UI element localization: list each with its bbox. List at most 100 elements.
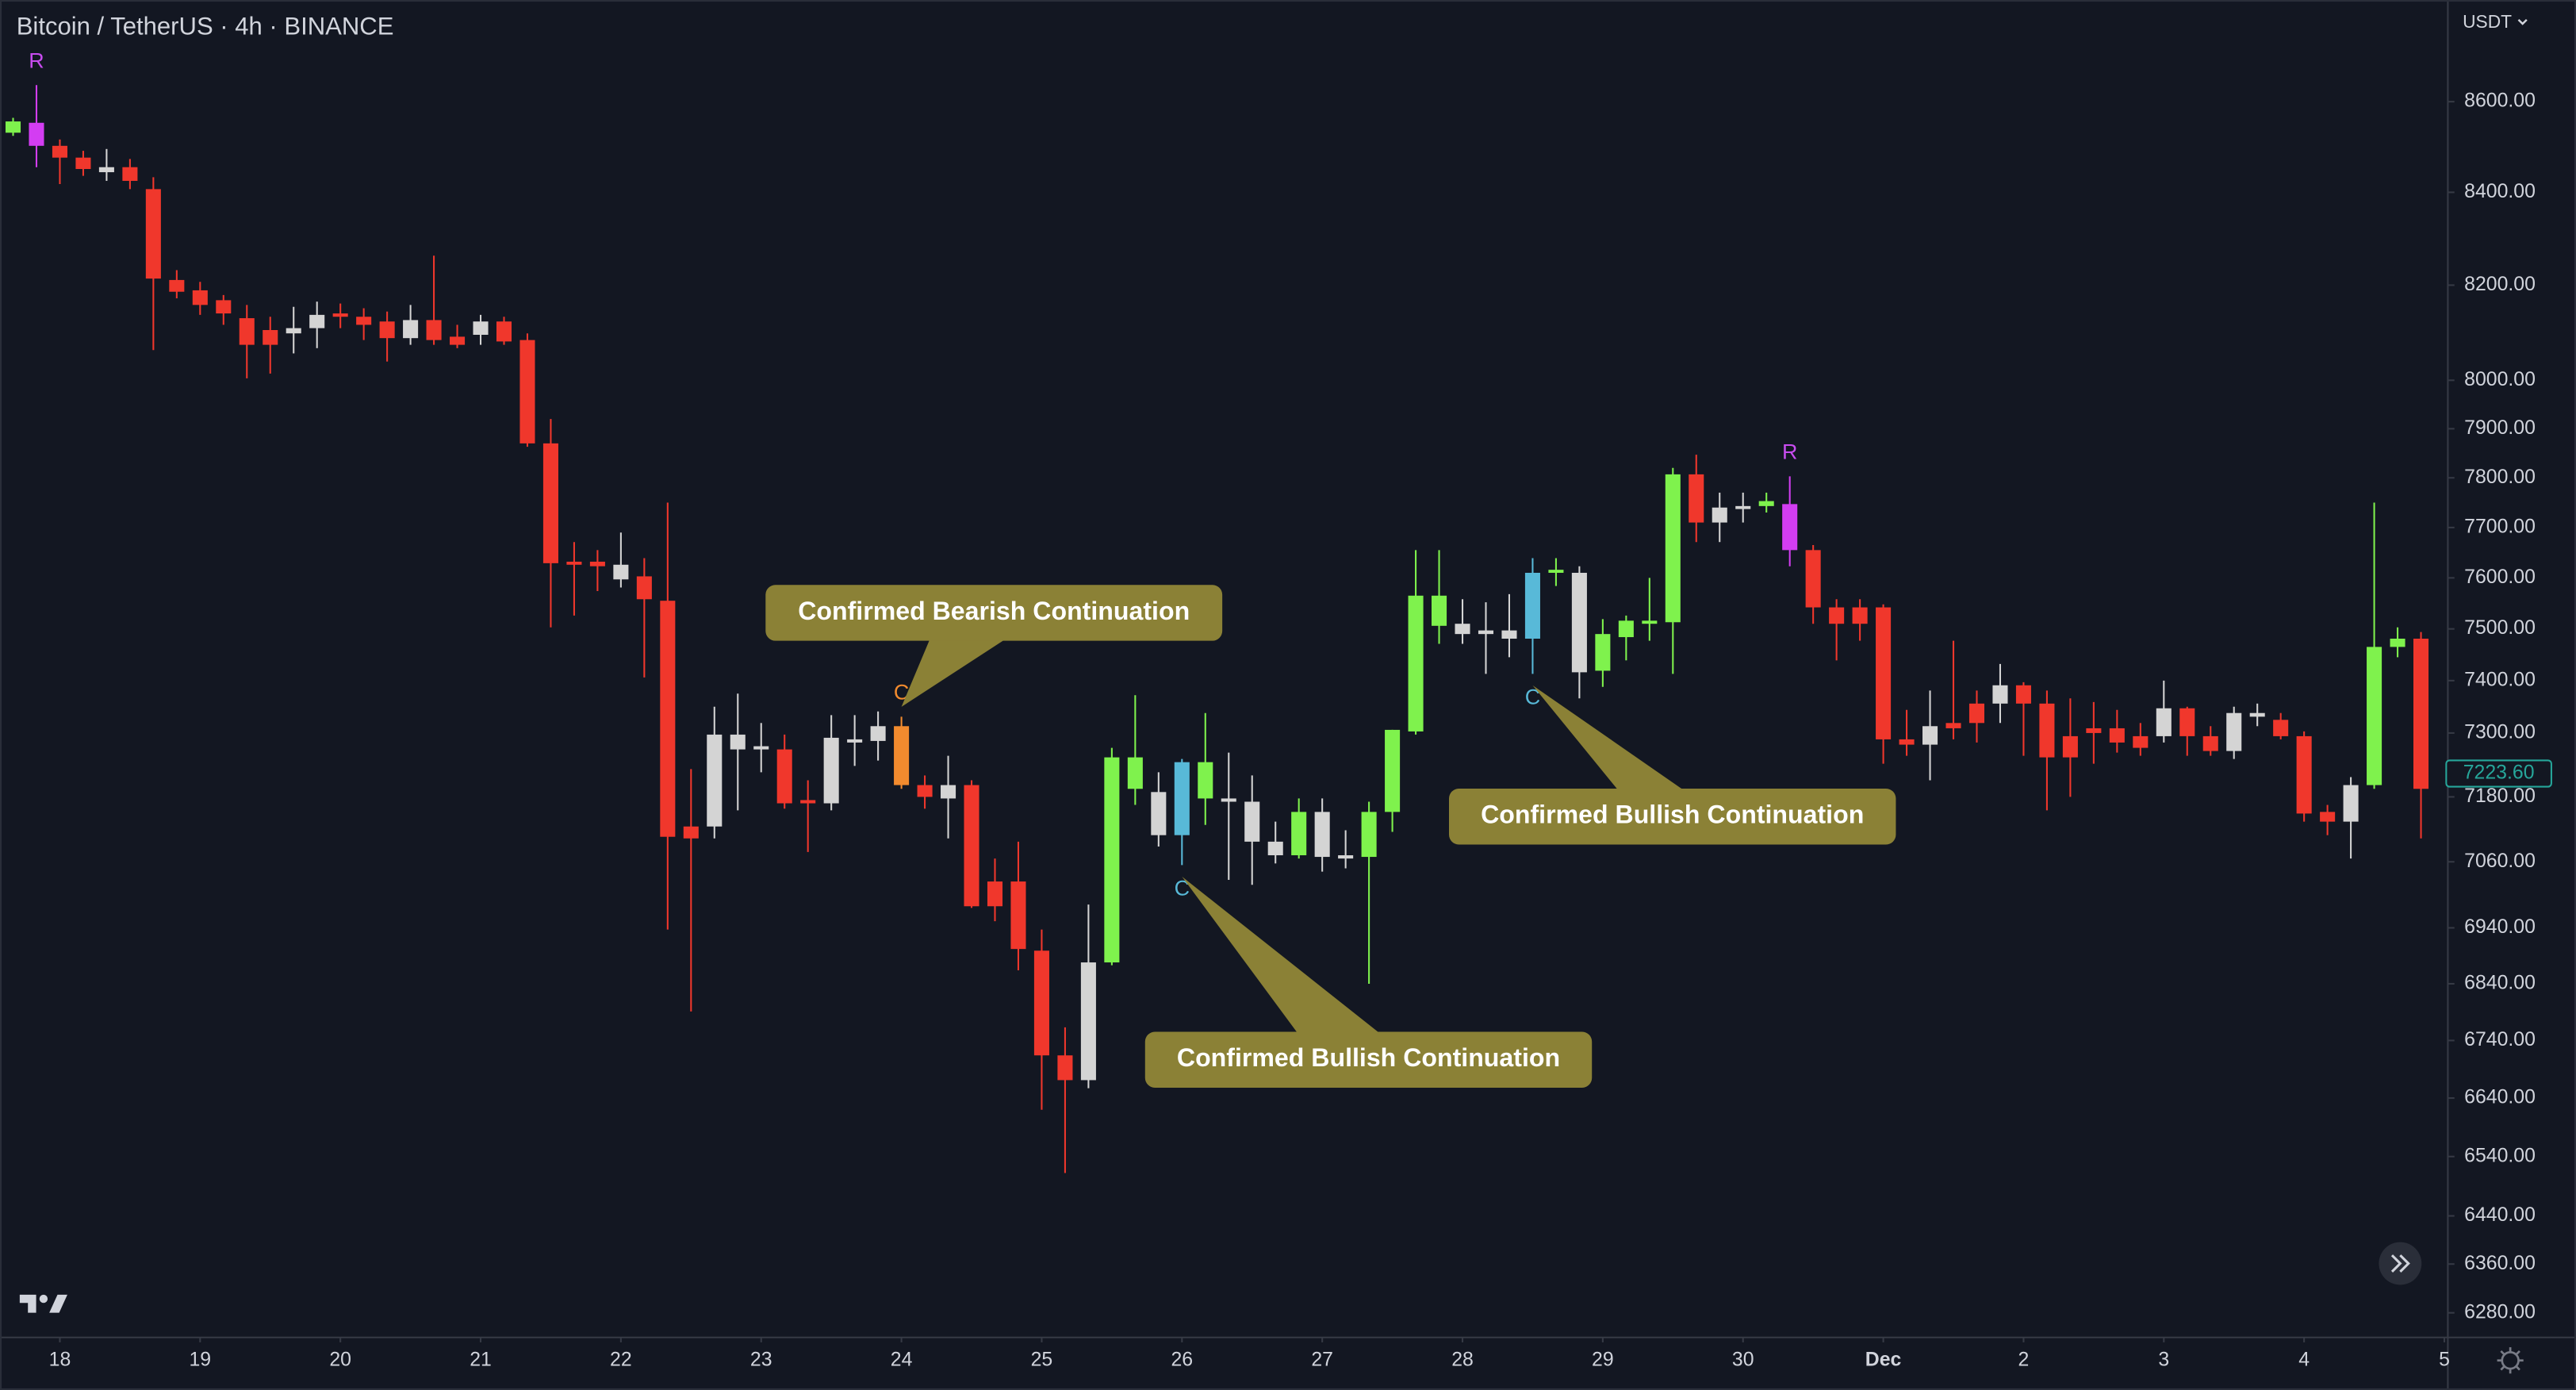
gear-teeth[interactable]: [2497, 1347, 2524, 1374]
signal-marker: R: [29, 48, 44, 72]
x-tick-label: 29: [1592, 1349, 1614, 1370]
candle-body: [2343, 785, 2359, 822]
candle-body: [239, 318, 255, 345]
candle-body: [169, 279, 185, 292]
candle-body: [894, 726, 910, 785]
candle-body: [660, 601, 676, 837]
candle-body: [1057, 1055, 1073, 1081]
x-tick-label: Dec: [1865, 1349, 1902, 1370]
candle-body: [403, 320, 419, 339]
scroll-to-realtime-button[interactable]: [2379, 1242, 2422, 1285]
candle-body: [542, 443, 558, 563]
chart-title: Bitcoin / TetherUS · 4h · BINANCE: [17, 12, 394, 40]
y-tick-label: 6280.00: [2464, 1301, 2536, 1323]
candle-body: [707, 734, 723, 827]
candle-body: [1782, 504, 1798, 551]
candle-body: [2202, 735, 2218, 751]
candle-body: [1876, 607, 1892, 739]
candle-body: [1595, 634, 1611, 671]
candle-body: [379, 321, 395, 339]
candle-body: [823, 737, 839, 804]
candle-body: [1945, 723, 1961, 728]
candle-body: [800, 800, 816, 804]
candle-body: [1221, 798, 1236, 802]
candle-body: [1385, 729, 1401, 812]
candle-body: [1174, 762, 1190, 835]
x-tick-label: 28: [1451, 1349, 1474, 1370]
y-tick-label: 8400.00: [2464, 181, 2536, 202]
candle-body: [473, 321, 489, 335]
callout-text: Confirmed Bullish Continuation: [1177, 1043, 1560, 1072]
candle-body: [1642, 620, 1658, 624]
y-tick-label: 7500.00: [2464, 617, 2536, 639]
y-tick-label: 7300.00: [2464, 721, 2536, 743]
y-tick-label: 7400.00: [2464, 669, 2536, 690]
candle-body: [2413, 638, 2429, 789]
logo-part[interactable]: [49, 1294, 67, 1313]
candle-body: [216, 300, 232, 314]
y-tick-label: 6440.00: [2464, 1204, 2536, 1226]
candle-body: [1571, 572, 1587, 673]
y-tick-label: 7060.00: [2464, 851, 2536, 872]
candle-body: [263, 329, 278, 345]
candle-body: [75, 157, 91, 170]
candle-body: [1338, 854, 1354, 859]
x-tick-label: 30: [1732, 1349, 1754, 1370]
x-tick-label: 3: [2158, 1349, 2169, 1370]
candle-body: [145, 189, 161, 279]
signal-marker: R: [1782, 440, 1797, 463]
candle-body: [450, 336, 466, 345]
x-tick-label: 18: [49, 1349, 71, 1370]
candle-body: [1361, 812, 1377, 858]
callout-pointer: [1182, 876, 1380, 1034]
candle-body: [2179, 708, 2195, 736]
candle-body: [1408, 595, 1424, 731]
candle-body: [917, 785, 933, 797]
candle-body: [2296, 735, 2312, 814]
currency-selector[interactable]: USDT: [2463, 11, 2528, 32]
candle-body: [1127, 757, 1143, 789]
candle-body: [286, 328, 301, 334]
candle-body: [52, 145, 67, 158]
logo-part[interactable]: [39, 1294, 48, 1304]
x-tick-label: 22: [610, 1349, 632, 1370]
button-icon[interactable]: [2390, 1254, 2410, 1273]
candle-body: [1033, 950, 1049, 1056]
logo-part[interactable]: [19, 1294, 36, 1313]
candle-body: [2039, 703, 2055, 758]
candle-body: [589, 561, 605, 566]
candle-body: [1735, 505, 1751, 509]
candle-body: [2320, 812, 2336, 822]
candle-body: [2015, 685, 2031, 704]
y-tick-label: 8200.00: [2464, 274, 2536, 295]
x-tick-label: 27: [1311, 1349, 1333, 1370]
last-price-box: [2445, 759, 2552, 788]
tradingview-logo[interactable]: [19, 1294, 67, 1313]
candle-body: [730, 734, 746, 750]
currency-label[interactable]: USDT: [2463, 11, 2512, 32]
currency-chevron[interactable]: [2517, 18, 2528, 25]
x-tick-label: 19: [189, 1349, 211, 1370]
candle-body: [941, 785, 956, 799]
y-tick-label: 7700.00: [2464, 516, 2536, 537]
y-tick-label: 7800.00: [2464, 467, 2536, 488]
candle-body: [2086, 728, 2102, 733]
candle-body: [1665, 474, 1681, 623]
settings-button[interactable]: [2497, 1347, 2524, 1374]
candle-body: [309, 314, 325, 328]
candle-body: [1805, 550, 1821, 608]
candle-body: [613, 564, 629, 580]
candle-body: [1829, 607, 1845, 624]
candle-body: [1151, 792, 1167, 835]
candle-body: [356, 317, 372, 325]
x-tick-label: 5: [2439, 1349, 2450, 1370]
callout: Confirmed Bullish Continuation: [1449, 685, 1896, 845]
candle-body: [964, 785, 979, 907]
candle-body: [496, 321, 512, 342]
candle-body: [1689, 474, 1704, 523]
y-tick-label: 8600.00: [2464, 90, 2536, 112]
candle-body: [519, 340, 535, 443]
